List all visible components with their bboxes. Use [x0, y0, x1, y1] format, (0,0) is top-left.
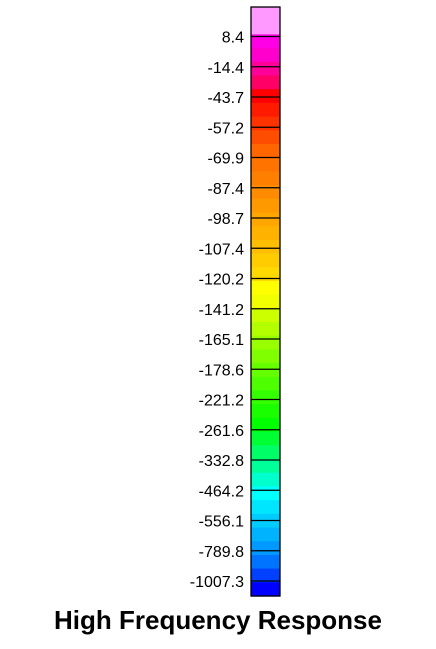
colorbar-band	[251, 431, 280, 446]
colorbar-tick-label: -69.9	[208, 151, 245, 168]
colorbar-band	[251, 472, 280, 488]
colorbar-tick-label: -332.8	[199, 453, 244, 470]
colorbar-band	[251, 417, 280, 433]
colorbar-band	[251, 116, 280, 131]
colorbar-frame	[250, 6, 281, 597]
colorbar-band	[251, 267, 280, 282]
colorbar-band	[251, 185, 280, 200]
colorbar-band	[251, 143, 280, 159]
colorbar-band	[251, 554, 280, 570]
colorbar-tick-label: 8.4	[222, 30, 244, 47]
colorbar-tick-label: -14.4	[208, 60, 245, 77]
colorbar-tick-label: -789.8	[199, 544, 244, 561]
colorbar-tick-label: -107.4	[199, 241, 244, 258]
colorbar-band	[251, 486, 280, 501]
colorbar-band	[251, 322, 280, 337]
colorbar-band	[251, 130, 280, 145]
colorbar-ticks: 8.4 -14.4 -43.7 -57.2 -69.9 -87.4 -98.7 -107.4 -…	[190, 30, 280, 591]
colorbar-band	[251, 527, 280, 542]
colorbar-tick-label: -1007.3	[190, 574, 244, 591]
colorbar-band	[251, 157, 280, 172]
colorbar-tick-label: -464.2	[199, 483, 244, 500]
colorbar-tick-label: -165.1	[199, 332, 244, 349]
colorbar-tick-label: -556.1	[199, 514, 244, 531]
colorbar-band	[251, 445, 280, 460]
colorbar-band	[251, 280, 280, 296]
colorbar-band	[251, 75, 280, 90]
colorbar-band	[251, 568, 280, 583]
colorbar-band	[251, 198, 280, 214]
colorbar-band	[251, 253, 280, 268]
colorbar-band	[251, 171, 280, 186]
colorbar-band	[251, 20, 280, 35]
chart-title: High Frequency Response	[54, 605, 382, 635]
colorbar-tick-label: -141.2	[199, 302, 244, 319]
colorbar-band	[251, 335, 280, 351]
colorbar-band	[251, 212, 280, 227]
colorbar-tick-label: -57.2	[208, 120, 245, 137]
colorbar-band	[251, 308, 280, 323]
colorbar-band	[251, 226, 280, 241]
colorbar-tick-label: -120.2	[199, 272, 244, 289]
colorbar-band	[251, 582, 280, 597]
colorbar-band	[251, 376, 280, 392]
colorbar-legend: 8.4 -14.4 -43.7 -57.2 -69.9 -87.4 -98.7 -107.4 -…	[190, 6, 281, 597]
colorbar-band	[251, 7, 280, 22]
colorbar-band	[251, 500, 280, 515]
colorbar-band	[251, 61, 280, 77]
colorbar-tick-label: -87.4	[208, 181, 245, 198]
colorbar-band	[251, 34, 280, 49]
colorbar-band	[251, 102, 280, 118]
colorbar-band	[251, 459, 280, 474]
colorbar-band	[251, 89, 280, 104]
colorbar-band	[251, 349, 280, 364]
colorbar-band	[251, 239, 280, 255]
colorbar-tick-label: -43.7	[208, 90, 245, 107]
colorbar-tick-label: -98.7	[208, 211, 245, 228]
colorbar-band	[251, 48, 280, 63]
colorbar-band	[251, 404, 280, 419]
colorbar-bands	[251, 7, 280, 597]
colorbar-band	[251, 541, 280, 556]
colorbar-tick-label: -178.6	[199, 362, 244, 379]
colorbar-tick-label: -221.2	[199, 393, 244, 410]
colorbar-band	[251, 363, 280, 378]
colorbar-tick-label: -261.6	[199, 423, 244, 440]
colorbar-band	[251, 294, 280, 309]
colorbar-band	[251, 390, 280, 405]
